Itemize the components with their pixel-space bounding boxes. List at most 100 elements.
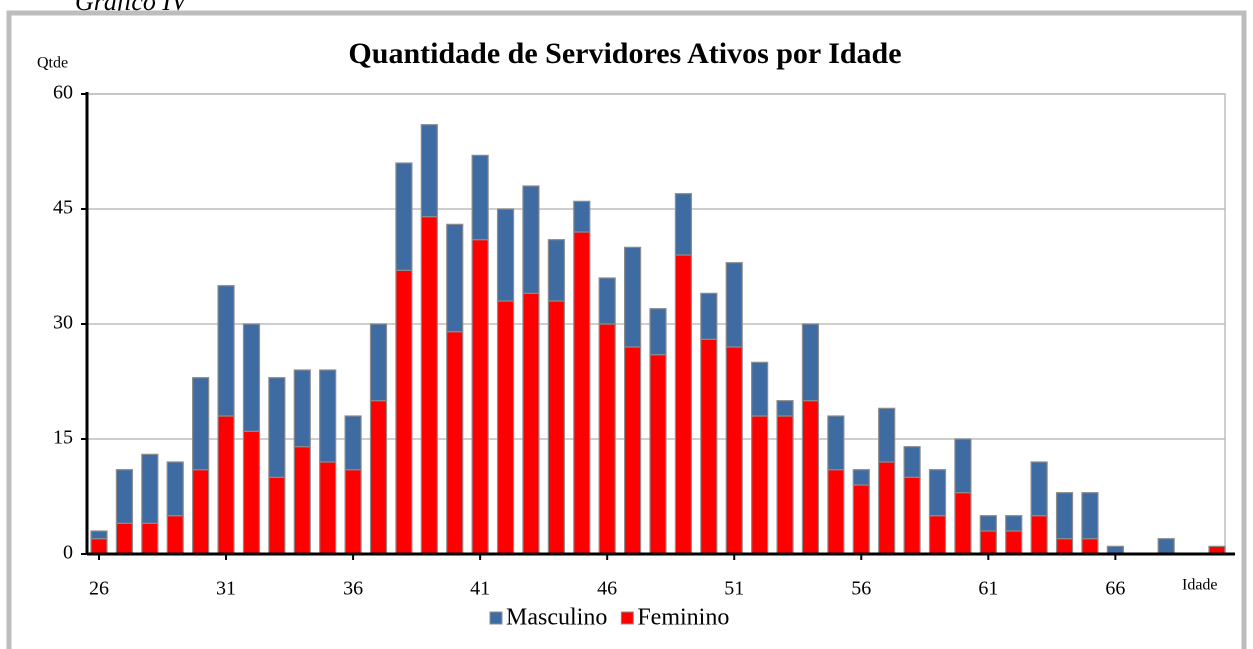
bar <box>1157 538 1175 555</box>
x-tick-label: 61 <box>978 578 998 600</box>
bar <box>1005 515 1023 532</box>
legend-label: Masculino <box>506 605 607 631</box>
y-tick-label: 0 <box>63 542 73 564</box>
bar <box>649 308 667 356</box>
bar <box>369 323 388 402</box>
bar <box>90 538 108 555</box>
bar <box>903 446 921 478</box>
bar <box>928 515 947 555</box>
bar <box>827 469 845 555</box>
x-axis-label: Idade <box>1182 577 1218 594</box>
bar <box>852 469 870 486</box>
bar <box>496 208 515 302</box>
chart-title: Quantidade de Servidores Ativos por Idad… <box>348 37 901 70</box>
bar <box>395 269 413 555</box>
bar <box>725 346 743 555</box>
bar <box>547 239 565 302</box>
bar <box>878 407 896 463</box>
bar <box>751 361 769 417</box>
bar <box>801 323 820 402</box>
bar <box>141 453 159 524</box>
x-tick-label: 46 <box>597 578 617 600</box>
bar <box>928 469 947 517</box>
bar <box>471 239 489 555</box>
bar <box>115 522 134 555</box>
legend-label: Feminino <box>637 605 729 631</box>
bar <box>369 400 388 555</box>
x-tick-label: 51 <box>724 578 744 600</box>
x-tick-label: 36 <box>343 578 363 600</box>
bar <box>1005 530 1023 555</box>
bar <box>598 323 616 555</box>
bar <box>1055 492 1074 540</box>
bar <box>1081 538 1099 555</box>
y-tick-label: 60 <box>53 82 73 104</box>
bar <box>1030 461 1048 517</box>
bar <box>268 476 286 555</box>
bar <box>446 331 464 555</box>
bar <box>496 300 515 555</box>
bar <box>217 415 235 555</box>
bar <box>268 377 286 478</box>
bar <box>776 400 794 417</box>
bar <box>471 154 489 241</box>
bar <box>115 469 134 524</box>
bar <box>141 522 159 555</box>
bar <box>1055 538 1074 555</box>
y-tick-label: 45 <box>53 197 73 219</box>
bar <box>242 323 261 432</box>
frame <box>6 10 1247 649</box>
x-tick-label: 56 <box>851 578 871 600</box>
bar <box>344 415 362 471</box>
bar <box>1030 515 1048 555</box>
x-tick-label: 26 <box>89 578 109 600</box>
bar <box>979 530 997 555</box>
bar <box>166 461 184 517</box>
bar <box>878 461 896 555</box>
bar <box>903 476 921 555</box>
bar <box>522 185 540 294</box>
bar <box>166 515 184 555</box>
y-tick-label: 30 <box>53 312 73 334</box>
bar <box>674 193 693 256</box>
bar <box>420 124 438 218</box>
bar <box>192 377 210 471</box>
bar <box>979 515 997 532</box>
bar <box>649 354 667 555</box>
bar <box>573 231 591 555</box>
bar <box>573 200 591 233</box>
bar <box>90 530 108 540</box>
legend-swatch <box>620 611 634 625</box>
bar <box>700 338 718 555</box>
x-tick-label: 66 <box>1105 578 1125 600</box>
y-tick-label: 15 <box>53 427 73 449</box>
bar <box>700 292 718 340</box>
bar <box>293 369 311 448</box>
x-tick-label: 41 <box>470 578 490 600</box>
bar <box>395 162 413 271</box>
x-tick-label: 31 <box>216 578 236 600</box>
bar <box>242 430 261 555</box>
bar <box>293 446 311 555</box>
bar <box>319 461 337 555</box>
bar <box>751 415 769 555</box>
bar <box>192 469 210 555</box>
bar <box>674 254 693 555</box>
bar <box>598 277 616 325</box>
y-axis-label: Qtde <box>37 55 68 72</box>
bar <box>623 346 642 555</box>
bar <box>623 246 642 348</box>
bar <box>344 469 362 555</box>
bar <box>776 415 794 555</box>
bar <box>1081 492 1099 540</box>
bar <box>446 223 464 333</box>
bar <box>827 415 845 471</box>
bar <box>547 300 565 555</box>
bar <box>725 262 743 348</box>
bar <box>801 400 820 555</box>
bar <box>420 216 438 555</box>
bar <box>954 438 972 494</box>
bar <box>217 285 235 417</box>
legend-swatch <box>489 611 503 625</box>
